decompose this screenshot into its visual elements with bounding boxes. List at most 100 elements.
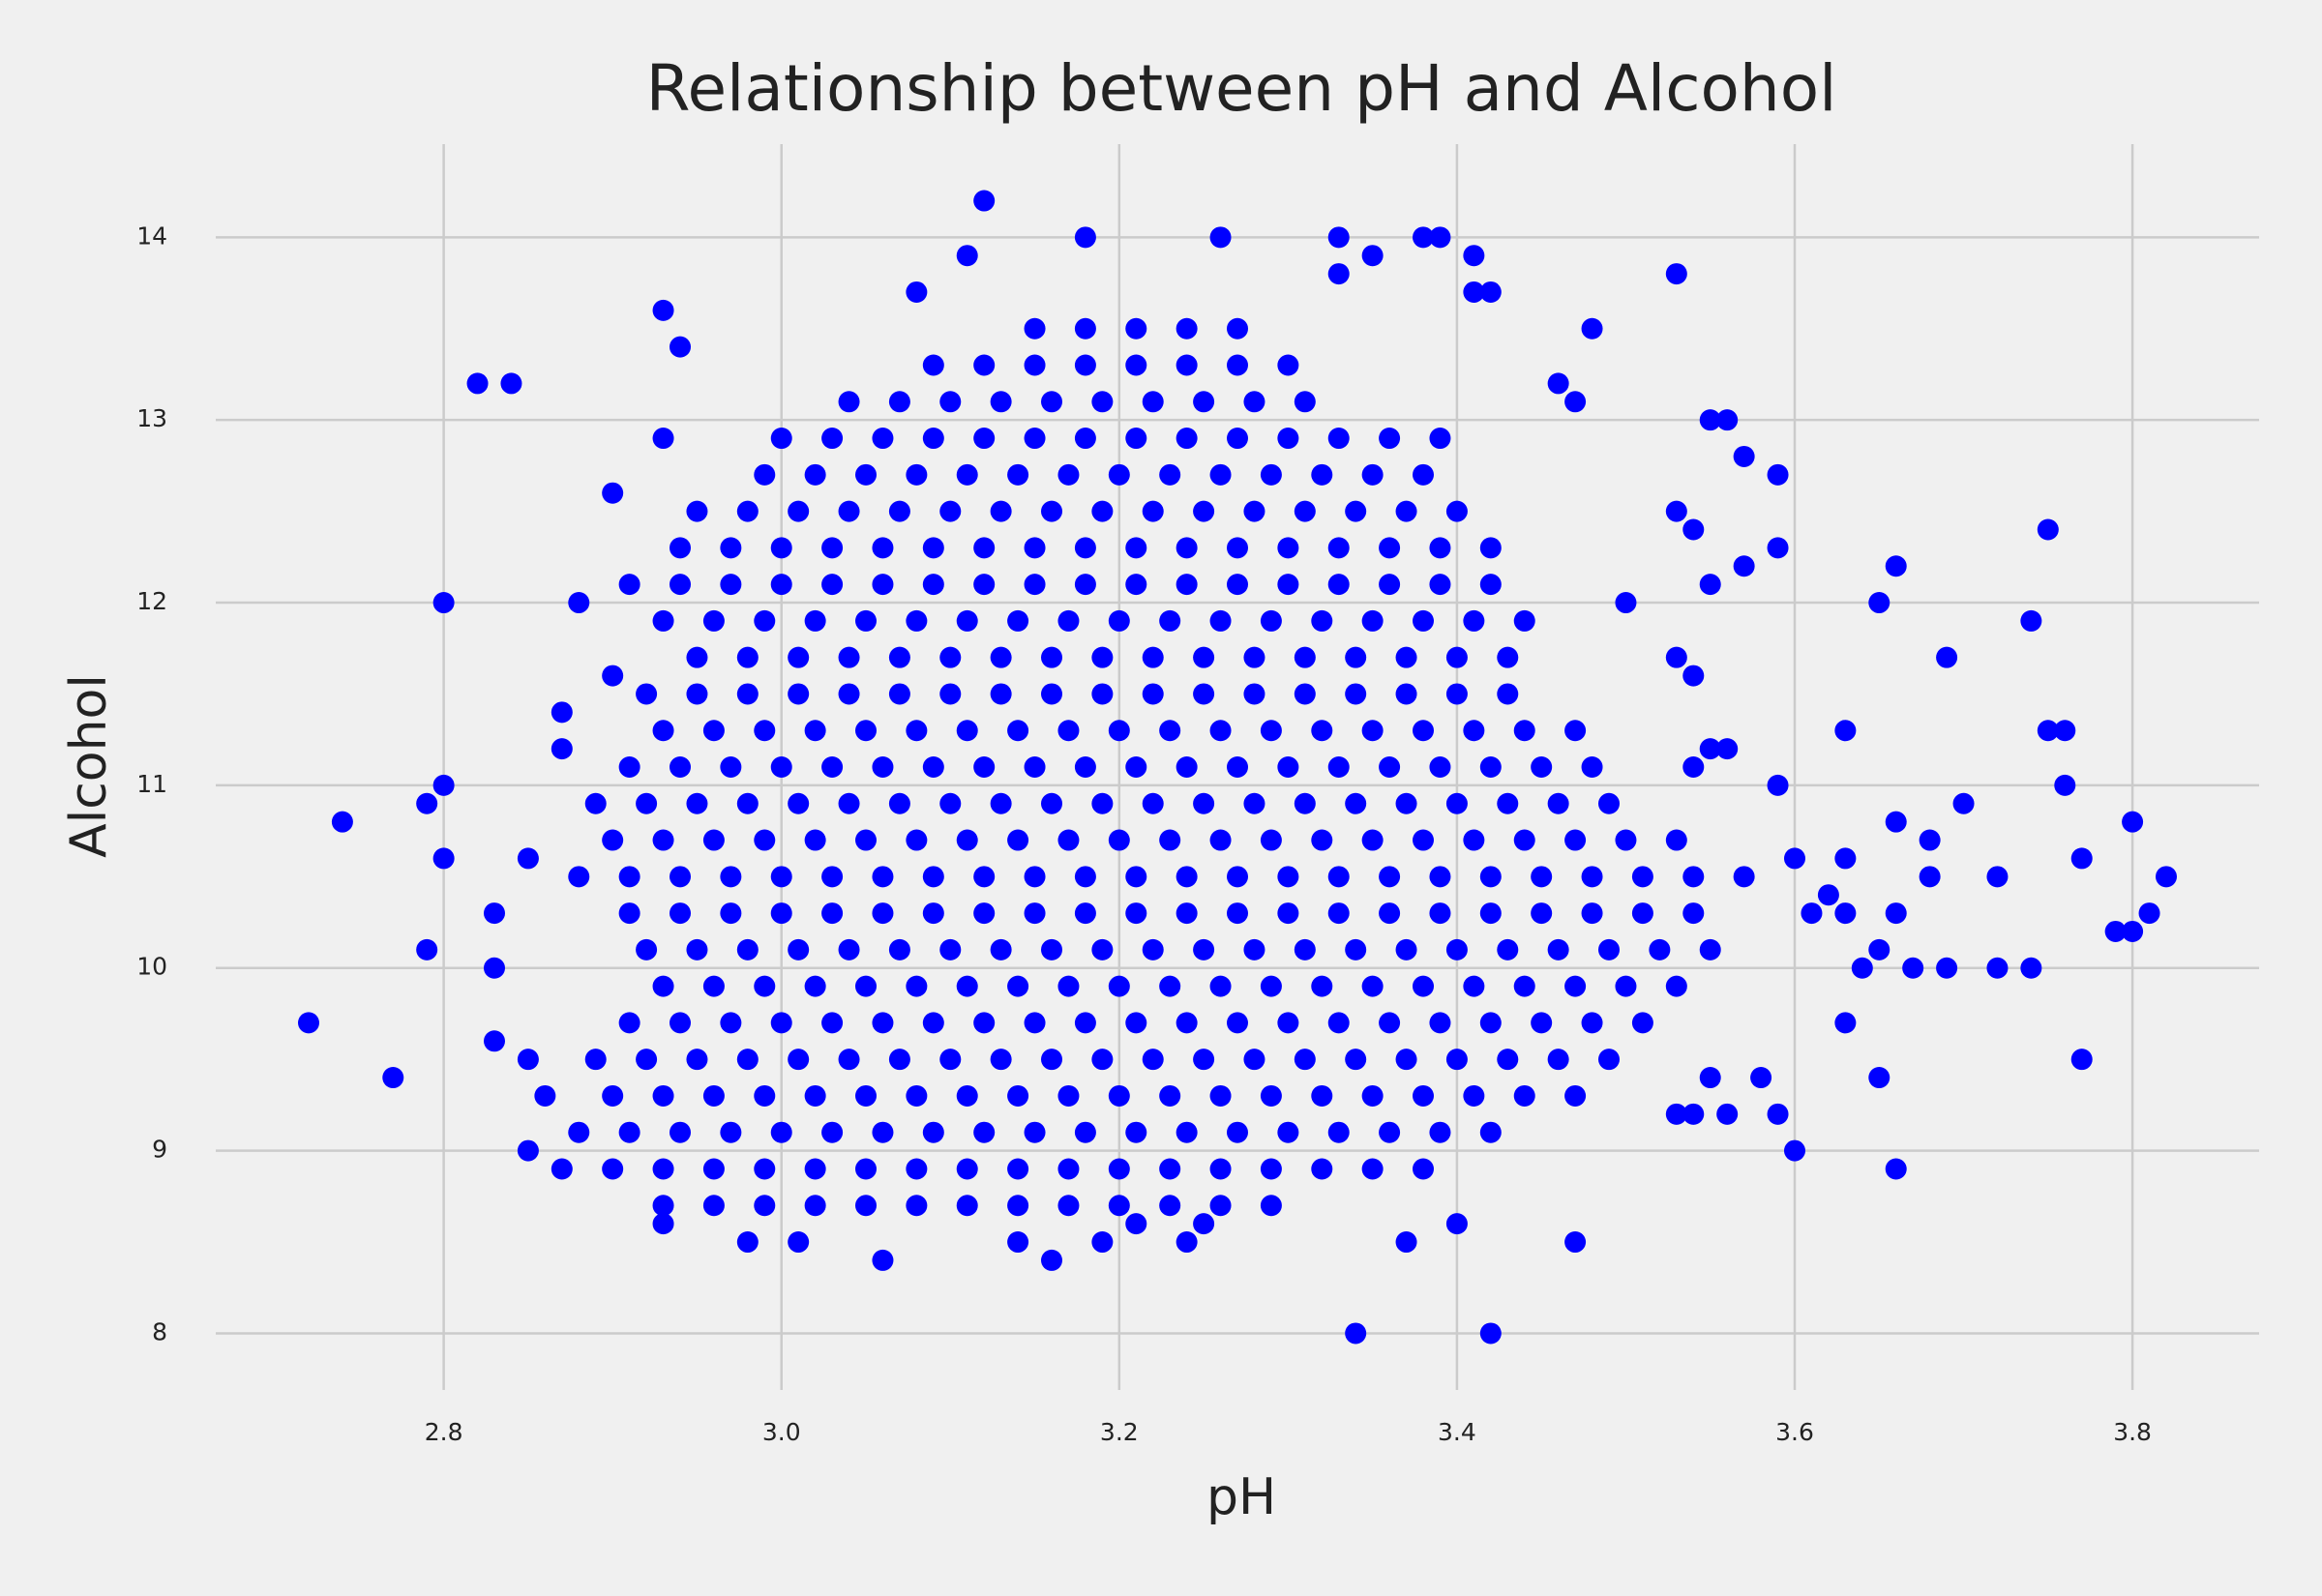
point — [652, 609, 674, 632]
point — [973, 354, 996, 376]
point — [1260, 1195, 1282, 1217]
point — [1007, 975, 1029, 997]
point — [1429, 1012, 1451, 1034]
point — [636, 792, 658, 814]
point — [1243, 500, 1265, 522]
point — [804, 975, 826, 997]
point — [1209, 226, 1232, 249]
point — [939, 500, 962, 522]
point — [1074, 1121, 1096, 1143]
point — [922, 537, 944, 559]
point — [1750, 1067, 1772, 1089]
point — [736, 792, 759, 814]
chart-title: Relationship between pH and Alcohol — [646, 51, 1837, 126]
point — [872, 756, 894, 778]
point — [1209, 1158, 1232, 1180]
point — [1209, 975, 1232, 997]
point — [652, 975, 674, 997]
point — [1007, 1231, 1029, 1254]
point — [1108, 975, 1130, 997]
point — [990, 683, 1012, 705]
point — [1125, 866, 1147, 888]
point — [990, 1049, 1012, 1071]
point — [484, 957, 505, 979]
points — [298, 190, 2177, 1345]
point — [1699, 1067, 1721, 1089]
point — [1108, 609, 1130, 632]
point — [1108, 1195, 1130, 1217]
point — [1345, 792, 1367, 814]
point — [517, 1139, 539, 1162]
point — [1767, 774, 1789, 796]
point — [1209, 1084, 1232, 1107]
point — [872, 1012, 894, 1034]
point — [602, 829, 624, 851]
point — [1041, 500, 1062, 522]
point — [1277, 354, 1299, 376]
point — [906, 1158, 928, 1180]
point — [1057, 1158, 1080, 1180]
point — [1564, 975, 1587, 997]
point — [1209, 463, 1232, 486]
point — [1682, 866, 1705, 888]
point — [1277, 756, 1299, 778]
point — [973, 1012, 996, 1034]
point — [1125, 902, 1147, 925]
point — [1784, 1139, 1805, 1162]
point — [636, 683, 658, 705]
point — [872, 866, 894, 888]
point — [1074, 226, 1096, 249]
point — [1361, 1158, 1384, 1180]
point — [1463, 829, 1485, 851]
point — [720, 866, 742, 888]
point — [1699, 938, 1721, 961]
point — [720, 902, 742, 925]
point — [1091, 1049, 1114, 1071]
point — [1665, 975, 1687, 997]
point — [939, 938, 962, 961]
point — [1936, 957, 1958, 979]
point — [922, 756, 944, 778]
point — [1497, 646, 1519, 668]
point — [838, 938, 860, 961]
point — [1041, 683, 1062, 705]
y-tick-label: 8 — [152, 1317, 167, 1345]
point — [1024, 1121, 1046, 1143]
point — [618, 1121, 640, 1143]
point — [1379, 1012, 1401, 1034]
point — [670, 1012, 691, 1034]
point — [922, 902, 944, 925]
point — [906, 975, 928, 997]
point — [1445, 500, 1468, 522]
point — [1024, 902, 1046, 925]
point — [1209, 1195, 1232, 1217]
point — [838, 500, 860, 522]
point — [1479, 281, 1502, 303]
point — [1445, 792, 1468, 814]
point — [652, 720, 674, 742]
point — [1581, 902, 1603, 925]
point — [1631, 902, 1653, 925]
point — [1260, 829, 1282, 851]
point — [670, 574, 691, 596]
point — [1413, 975, 1434, 997]
point — [1024, 756, 1046, 778]
point — [1429, 428, 1451, 450]
point — [517, 1049, 539, 1071]
point — [770, 1121, 792, 1143]
point — [1091, 1231, 1114, 1254]
point — [1159, 463, 1181, 486]
point — [1631, 1012, 1653, 1034]
point — [1074, 1012, 1096, 1034]
point — [1091, 646, 1114, 668]
point — [922, 1012, 944, 1034]
point — [1699, 738, 1721, 760]
x-tick-label: 3.6 — [1775, 1418, 1814, 1446]
point — [1699, 574, 1721, 596]
y-tick-label: 12 — [136, 587, 167, 615]
point — [517, 847, 539, 870]
point — [1074, 537, 1096, 559]
point — [652, 1158, 674, 1180]
point — [1327, 1012, 1350, 1034]
point — [1327, 537, 1350, 559]
